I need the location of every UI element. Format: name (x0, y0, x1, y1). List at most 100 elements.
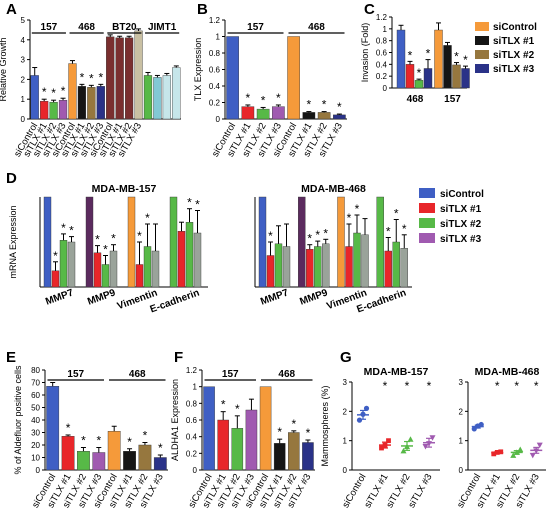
group-label: 468 (78, 22, 95, 33)
legend-label: siControl (493, 22, 537, 33)
significance-star: * (158, 441, 163, 455)
y-tick-label: 1 (459, 437, 464, 446)
y-tick-label: 0.4 (209, 82, 221, 91)
significance-star: * (426, 47, 431, 61)
legend-swatch (419, 188, 435, 198)
significance-star: * (61, 221, 66, 235)
legend-label: siTLX #3 (493, 64, 535, 75)
bar (115, 37, 124, 120)
significance-star: * (386, 225, 391, 239)
significance-star: * (69, 224, 74, 238)
significance-star: * (394, 207, 399, 221)
legend-label: siTLX #1 (493, 36, 535, 47)
significance-star: * (408, 48, 413, 62)
significance-star: * (454, 50, 459, 64)
y-tick-label: 70 (31, 379, 40, 388)
significance-star: * (534, 379, 539, 393)
legend-swatch (475, 64, 489, 73)
bar (376, 196, 384, 288)
y-tick-label: 30 (31, 429, 40, 438)
y-tick-label: 1 (216, 33, 221, 42)
bar (101, 264, 110, 288)
bar (162, 75, 171, 120)
legend-swatch (475, 22, 489, 31)
y-axis-label: % of Aldefluor positive cells (13, 365, 23, 475)
y-tick-label: 1.2 (186, 366, 198, 375)
bar (396, 29, 406, 89)
bar (109, 250, 118, 288)
x-tick-label: MMP9 (86, 287, 117, 307)
chart-title: MDA-MB-157 (364, 366, 429, 378)
bar (87, 87, 96, 120)
bar (96, 86, 105, 120)
significance-star: * (235, 402, 240, 416)
bar (138, 444, 152, 471)
y-tick-label: 2 (459, 407, 464, 416)
significance-star: * (127, 435, 132, 449)
y-tick-label: 0 (216, 115, 221, 124)
bar (302, 442, 314, 471)
bar (203, 386, 215, 471)
bar (172, 67, 181, 120)
data-point (400, 447, 407, 454)
significance-star: * (221, 398, 226, 412)
y-tick-label: 1 (383, 25, 388, 34)
significance-star: * (95, 233, 100, 247)
bar (361, 234, 369, 288)
bar (185, 221, 194, 288)
legend-swatch (475, 50, 489, 59)
chart-title: MDA-MB-468 (301, 183, 366, 195)
y-tick-label: 0.4 (376, 60, 388, 69)
legend-label: siTLX #3 (440, 234, 482, 245)
y-tick-label: 20 (31, 441, 40, 450)
bar (345, 246, 353, 288)
bar (226, 36, 239, 120)
bar (288, 432, 300, 471)
y-tick-label: 0 (383, 84, 388, 93)
legend-swatch (419, 233, 435, 243)
significance-star: * (514, 379, 519, 393)
bar (143, 75, 153, 120)
x-tick-label: MMP7 (259, 287, 290, 307)
bar (423, 68, 433, 89)
bar (302, 112, 316, 120)
significance-star: * (277, 425, 282, 439)
significance-star: * (383, 379, 388, 393)
y-tick-label: 0.6 (376, 49, 388, 58)
bar (46, 386, 60, 471)
y-tick-label: 0 (36, 466, 41, 475)
bar (51, 270, 60, 288)
significance-star: * (347, 211, 352, 225)
bar (322, 243, 330, 288)
group-label: 157 (41, 22, 58, 33)
significance-star: * (53, 249, 58, 263)
bar (153, 457, 167, 471)
bar (123, 451, 136, 471)
bar (452, 64, 461, 89)
y-tick-label: 2 (21, 75, 26, 84)
data-point (407, 436, 414, 442)
bar (274, 243, 283, 288)
bar (61, 436, 75, 471)
data-point (363, 405, 370, 411)
significance-star: * (187, 196, 192, 210)
y-tick-label: 1 (21, 95, 26, 104)
significance-star: * (103, 243, 108, 257)
bar (392, 241, 400, 288)
bar (124, 37, 134, 120)
bar (256, 108, 270, 120)
y-tick-label: 1 (343, 437, 348, 446)
data-point (498, 449, 504, 455)
x-tick-label: 157 (444, 94, 461, 105)
significance-star: * (355, 202, 360, 216)
significance-star: * (145, 211, 150, 225)
bar (314, 246, 322, 288)
group-label: JIMT1 (148, 22, 177, 33)
data-point (510, 452, 517, 458)
y-tick-label: 3 (459, 378, 464, 387)
significance-star: * (51, 86, 56, 100)
y-axis-label: Mammospheres (%) (320, 385, 330, 466)
bar (85, 196, 94, 288)
y-axis-label: mRNA Expression (8, 205, 18, 278)
